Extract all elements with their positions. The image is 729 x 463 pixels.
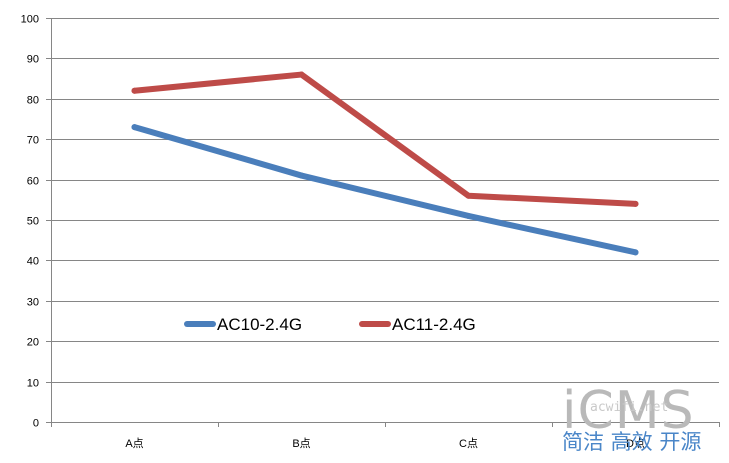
y-tick-label: 30 [27, 297, 39, 309]
x-tick-label: C点 [459, 437, 478, 450]
y-tick-label: 50 [27, 216, 39, 228]
y-tick-label: 10 [27, 378, 39, 390]
watermark: iCMS acwifi.net 简洁 高效 开源 [562, 381, 701, 454]
data-point [632, 249, 639, 256]
watermark-site: acwifi.net [590, 400, 668, 415]
series-lines [131, 71, 639, 256]
data-point [465, 192, 472, 199]
axes [46, 18, 720, 427]
data-point [632, 200, 639, 207]
y-tick-label: 90 [27, 54, 39, 66]
data-point [298, 172, 305, 179]
data-point [465, 212, 472, 219]
x-tick-label: A点 [125, 437, 143, 450]
y-tick-label: 0 [33, 418, 39, 430]
data-point [131, 124, 138, 131]
y-tick-label: 40 [27, 256, 39, 268]
series-line-2 [131, 71, 639, 207]
y-axis-tick-labels: 0 10 20 30 40 50 60 70 80 90 100 [21, 14, 39, 430]
gridlines [51, 18, 719, 383]
legend: AC10-2.4G AC11-2.4G [184, 315, 476, 334]
x-axis-tick-labels: A点 B点 C点 D点 [125, 437, 645, 450]
data-point [131, 87, 138, 94]
y-tick-label: 70 [27, 135, 39, 147]
y-tick-label: 20 [27, 337, 39, 349]
data-point [298, 71, 305, 78]
legend-label: AC11-2.4G [392, 315, 476, 334]
y-tick-label: 60 [27, 176, 39, 188]
x-tick-label: D点 [626, 437, 645, 450]
y-tick-label: 80 [27, 95, 39, 107]
x-tick-label: B点 [292, 437, 310, 450]
watermark-slogan: 简洁 高效 开源 [562, 430, 701, 454]
watermark-brand: iCMS [562, 381, 695, 441]
series-line-1 [131, 124, 639, 256]
y-tick-label: 100 [21, 14, 39, 26]
legend-label: AC10-2.4G [217, 315, 302, 334]
